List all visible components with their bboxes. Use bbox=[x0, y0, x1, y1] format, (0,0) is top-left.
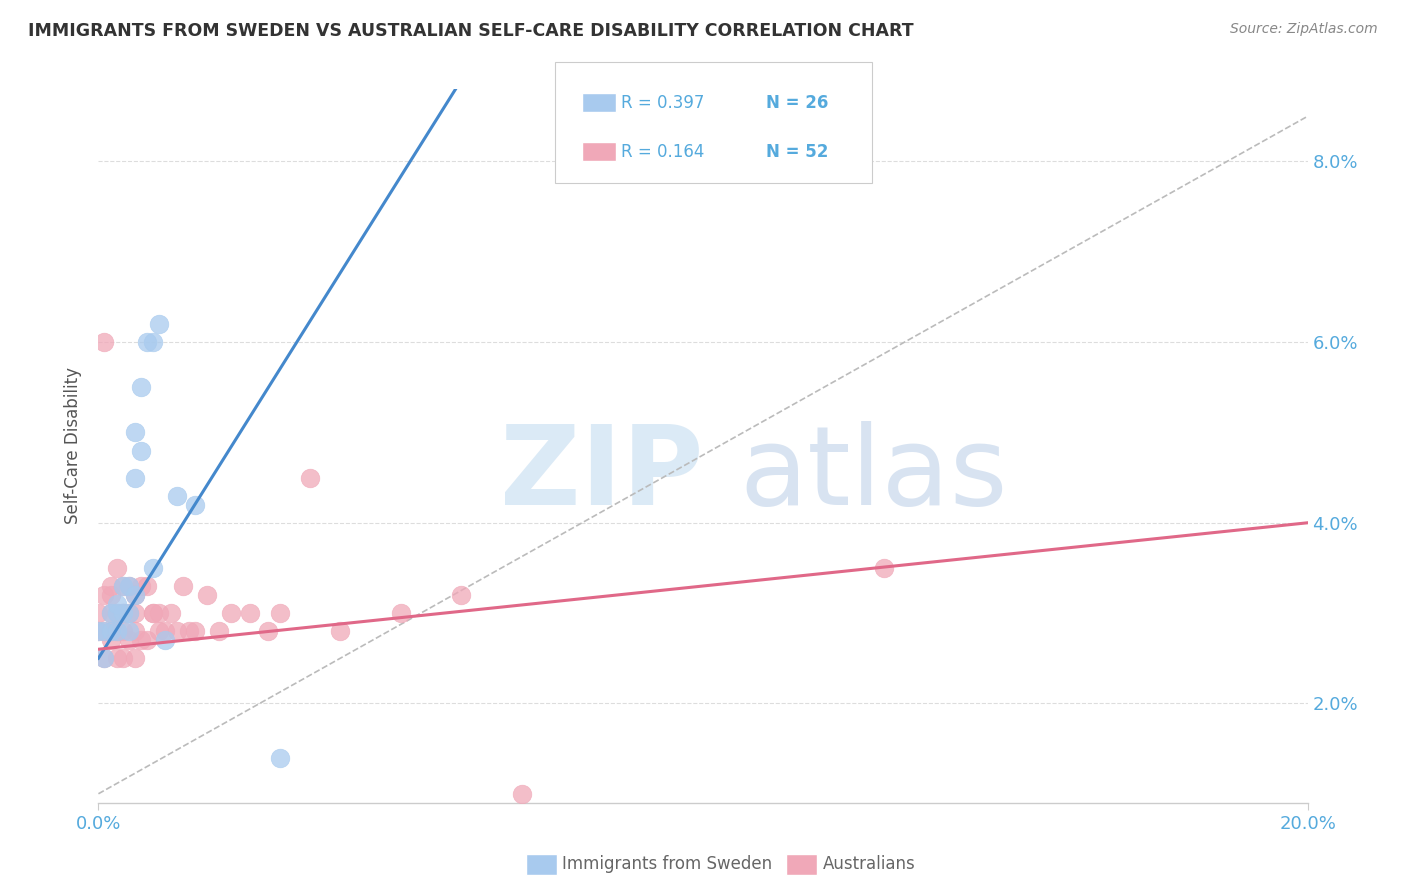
Point bbox=[124, 624, 146, 639]
Text: N = 52: N = 52 bbox=[766, 143, 828, 161]
Point bbox=[118, 579, 141, 593]
Point bbox=[111, 606, 134, 620]
Text: N = 26: N = 26 bbox=[766, 94, 828, 112]
Point bbox=[148, 624, 170, 639]
Point bbox=[208, 624, 231, 639]
Point bbox=[105, 651, 128, 665]
Point bbox=[100, 579, 122, 593]
Point bbox=[93, 335, 115, 350]
Point bbox=[142, 561, 165, 575]
Text: atlas: atlas bbox=[740, 421, 1008, 528]
Point bbox=[111, 579, 134, 593]
Point bbox=[100, 624, 122, 639]
Point bbox=[111, 606, 134, 620]
Text: IMMIGRANTS FROM SWEDEN VS AUSTRALIAN SELF-CARE DISABILITY CORRELATION CHART: IMMIGRANTS FROM SWEDEN VS AUSTRALIAN SEL… bbox=[28, 22, 914, 40]
Point bbox=[153, 633, 176, 648]
Point bbox=[142, 606, 165, 620]
Point bbox=[105, 606, 128, 620]
Point bbox=[179, 624, 201, 639]
Point bbox=[510, 787, 533, 801]
Text: R = 0.164: R = 0.164 bbox=[621, 143, 704, 161]
Point bbox=[118, 579, 141, 593]
Point bbox=[93, 651, 115, 665]
Point bbox=[93, 624, 115, 639]
Point bbox=[118, 606, 141, 620]
Point bbox=[269, 606, 291, 620]
Point bbox=[118, 624, 141, 639]
Point bbox=[129, 633, 152, 648]
Point bbox=[389, 606, 412, 620]
Point bbox=[93, 651, 115, 665]
Text: Australians: Australians bbox=[823, 855, 915, 873]
Point bbox=[100, 588, 122, 602]
Point bbox=[111, 651, 134, 665]
Point bbox=[135, 579, 157, 593]
Point bbox=[153, 624, 176, 639]
Point bbox=[87, 624, 110, 639]
Text: R = 0.397: R = 0.397 bbox=[621, 94, 704, 112]
Point bbox=[124, 588, 146, 602]
Point bbox=[129, 380, 152, 394]
Point bbox=[256, 624, 278, 639]
Point bbox=[148, 317, 170, 331]
Point bbox=[135, 633, 157, 648]
Point bbox=[142, 335, 165, 350]
Point bbox=[124, 588, 146, 602]
Point bbox=[111, 579, 134, 593]
Point bbox=[105, 624, 128, 639]
Point bbox=[269, 750, 291, 764]
Point bbox=[172, 579, 194, 593]
Point bbox=[160, 606, 183, 620]
Point bbox=[129, 579, 152, 593]
Point bbox=[118, 633, 141, 648]
Point bbox=[166, 489, 188, 503]
Point bbox=[124, 470, 146, 484]
Point bbox=[195, 588, 218, 602]
Point bbox=[184, 498, 207, 512]
Point bbox=[93, 588, 115, 602]
Point bbox=[105, 597, 128, 611]
Point bbox=[100, 624, 122, 639]
Point bbox=[129, 443, 152, 458]
Point bbox=[124, 425, 146, 440]
Point bbox=[124, 651, 146, 665]
Point bbox=[450, 588, 472, 602]
Point bbox=[87, 624, 110, 639]
Point bbox=[87, 606, 110, 620]
Point bbox=[135, 335, 157, 350]
Point bbox=[111, 624, 134, 639]
Point bbox=[105, 606, 128, 620]
Point bbox=[105, 561, 128, 575]
Text: Immigrants from Sweden: Immigrants from Sweden bbox=[562, 855, 772, 873]
Text: Source: ZipAtlas.com: Source: ZipAtlas.com bbox=[1230, 22, 1378, 37]
Point bbox=[105, 624, 128, 639]
Point bbox=[100, 633, 122, 648]
Y-axis label: Self-Care Disability: Self-Care Disability bbox=[65, 368, 83, 524]
Point bbox=[239, 606, 262, 620]
Point bbox=[124, 606, 146, 620]
Point bbox=[118, 606, 141, 620]
Point bbox=[166, 624, 188, 639]
Point bbox=[873, 561, 896, 575]
Point bbox=[148, 606, 170, 620]
Point bbox=[221, 606, 243, 620]
Point bbox=[93, 624, 115, 639]
Point bbox=[184, 624, 207, 639]
Point bbox=[142, 606, 165, 620]
Text: ZIP: ZIP bbox=[499, 421, 703, 528]
Point bbox=[100, 606, 122, 620]
Point bbox=[299, 470, 322, 484]
Point bbox=[329, 624, 352, 639]
Point bbox=[100, 606, 122, 620]
